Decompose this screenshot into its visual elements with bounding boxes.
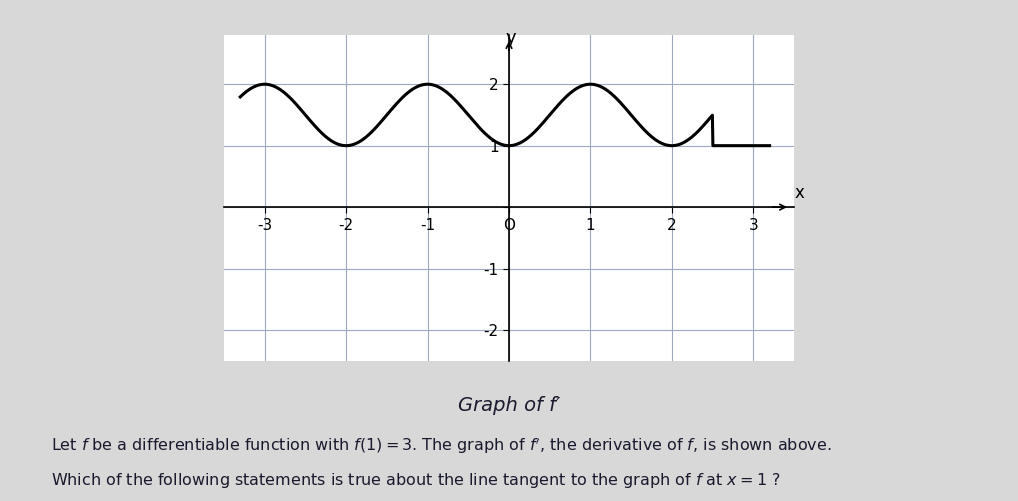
- Text: y: y: [505, 30, 516, 48]
- Text: Which of the following statements is true about the line tangent to the graph of: Which of the following statements is tru…: [51, 471, 781, 490]
- Text: x: x: [794, 184, 804, 202]
- Text: Graph of f′: Graph of f′: [458, 396, 560, 415]
- Text: Let $f$ be a differentiable function with $f(1) = 3$. The graph of $f'$, the der: Let $f$ be a differentiable function wit…: [51, 436, 832, 456]
